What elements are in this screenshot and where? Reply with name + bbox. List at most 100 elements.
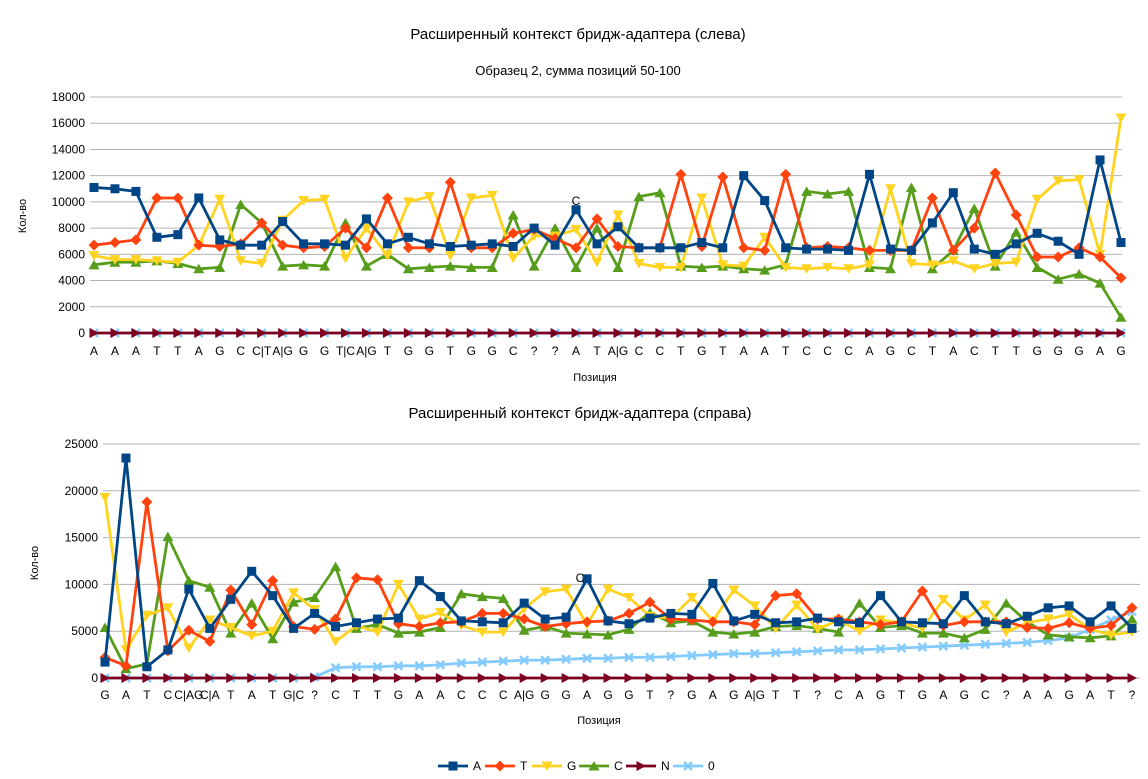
data-point: [717, 260, 729, 270]
data-point: [1105, 630, 1117, 640]
data-point: [938, 619, 948, 629]
data-point: [393, 613, 403, 623]
legend-label: N: [661, 759, 670, 773]
data-point: [938, 673, 949, 683]
x-tick-label: T: [677, 344, 685, 358]
series-N: [89, 328, 1126, 338]
data-point: [771, 618, 781, 628]
data-point: [360, 223, 372, 234]
data-point: [1000, 598, 1012, 608]
x-tick-label: ?: [1129, 688, 1136, 702]
data-point: [236, 328, 246, 338]
data-point: [591, 223, 603, 233]
data-point: [813, 673, 823, 683]
x-tick-label: A: [111, 344, 119, 358]
data-point: [352, 618, 362, 628]
data-point: [791, 588, 803, 600]
legend-item: A: [438, 759, 481, 773]
data-point: [382, 239, 392, 249]
data-point: [507, 210, 519, 220]
data-point: [654, 262, 666, 273]
x-tick-label: G: [404, 344, 413, 358]
data-point: [110, 184, 120, 194]
data-point: [708, 673, 718, 683]
x-tick-label: T: [782, 344, 790, 358]
data-point: [330, 561, 342, 572]
x-tick-label: T: [593, 344, 601, 358]
y-tick-label: 16000: [52, 116, 86, 130]
x-tick-label: G: [624, 688, 633, 702]
data-point: [403, 328, 414, 338]
data-point: [340, 253, 352, 264]
data-point: [498, 618, 508, 628]
data-point: [812, 645, 823, 656]
data-point: [152, 232, 162, 242]
data-point: [603, 673, 614, 683]
chart-top: Расширенный контекст бридж-адаптера (сле…: [17, 26, 1127, 384]
data-point: [131, 186, 141, 196]
data-point: [162, 603, 174, 613]
chart-top-subtitle: Образец 2, сумма позиций 50-100: [475, 63, 680, 78]
data-point: [990, 328, 1001, 338]
data-point: [843, 186, 855, 196]
data-point: [623, 624, 635, 634]
legend-item: G: [532, 759, 576, 773]
data-point: [163, 673, 173, 683]
data-point: [173, 328, 183, 338]
data-point: [1073, 175, 1085, 185]
data-point: [331, 622, 341, 632]
data-point: [926, 260, 938, 270]
data-point: [1042, 622, 1054, 634]
data-point: [884, 184, 896, 194]
data-point: [1063, 631, 1075, 642]
data-point: [801, 264, 813, 274]
data-point: [717, 171, 729, 183]
y-tick-label: 25000: [65, 437, 99, 451]
data-point: [309, 623, 321, 635]
data-point: [666, 651, 676, 662]
data-point: [1085, 673, 1096, 683]
data-point: [486, 190, 498, 201]
data-point: [341, 328, 351, 338]
data-point: [288, 588, 300, 598]
x-tick-label: G: [1116, 344, 1125, 358]
data-point: [257, 328, 267, 338]
x-tick-label: C|T: [252, 344, 272, 358]
data-point: [539, 621, 551, 633]
data-point: [707, 616, 719, 628]
data-point: [561, 612, 571, 622]
y-tick-label: 12000: [52, 169, 86, 183]
data-point: [1126, 602, 1138, 614]
data-point: [89, 182, 99, 192]
x-tick-label: G: [886, 344, 895, 358]
data-point: [759, 232, 771, 243]
data-point: [968, 203, 980, 213]
data-point: [801, 186, 813, 196]
x-tick-label: A|G: [514, 688, 534, 702]
data-point: [414, 660, 425, 671]
data-point: [813, 613, 823, 623]
data-point: [402, 242, 414, 254]
x-tick-label: A: [248, 688, 256, 702]
data-point: [802, 328, 812, 338]
data-point: [393, 673, 404, 683]
data-point: [687, 673, 697, 683]
data-point: [654, 187, 666, 198]
data-point: [917, 673, 928, 683]
data-point: [162, 531, 174, 542]
x-tick-label: C: [834, 688, 843, 702]
data-point: [540, 655, 551, 666]
data-point: [612, 262, 624, 272]
data-point: [382, 328, 393, 338]
x-tick-label: T|C: [336, 344, 355, 358]
data-point: [759, 265, 771, 275]
data-point: [792, 673, 802, 683]
data-point: [540, 673, 551, 683]
x-tick-label: G: [394, 688, 403, 702]
data-point: [88, 239, 100, 251]
data-point: [863, 244, 875, 256]
data-point: [780, 262, 792, 273]
data-point: [435, 673, 446, 683]
data-point: [1001, 619, 1011, 629]
data-point: [1021, 621, 1033, 633]
